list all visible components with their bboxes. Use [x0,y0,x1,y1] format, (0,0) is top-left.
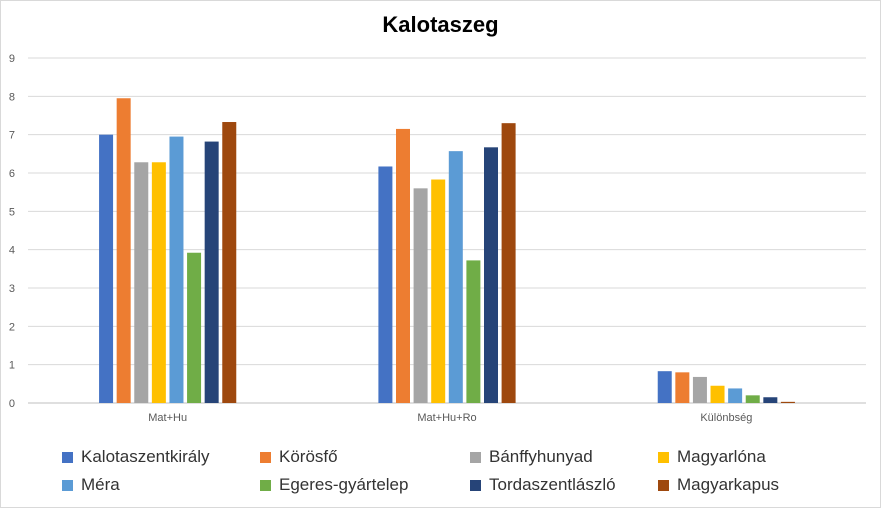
legend-item: Méra [62,474,260,496]
y-tick-label: 8 [9,91,15,103]
legend-swatch [260,479,271,491]
legend-label: Egeres-gyártelep [279,475,409,494]
legend-item: Tordaszentlászló [470,474,658,496]
y-tick-label: 6 [9,168,15,180]
bar [484,147,498,403]
bar [780,401,795,403]
legend: Kalotaszentkirály Körösfő Bánffyhunyad Magy… [62,446,862,496]
legend-label: Magyarkapus [677,475,780,494]
bar [763,397,778,403]
bar [99,134,114,403]
bar [134,162,149,403]
legend-swatch [658,479,669,491]
bar [431,179,446,403]
x-tick-label: Mat+Hu+Ro [417,412,476,424]
x-tick-label: Különbség [700,412,752,424]
bar [151,162,166,403]
bar [692,376,707,403]
legend-item: Magyarkapus [658,474,858,496]
y-tick-label: 2 [9,321,15,333]
legend-item: Magyarlóna [658,446,858,468]
y-tick-label: 5 [9,206,15,218]
bar [657,371,672,403]
bar [675,372,690,403]
legend-swatch [470,479,481,491]
legend-swatch [260,451,271,463]
bar [187,252,202,403]
bar [169,136,184,404]
legend-label: Tordaszentlászló [489,475,616,494]
y-tick-label: 1 [9,360,15,372]
bar [396,128,410,403]
bar [116,98,131,403]
y-tick-label: 4 [9,245,15,257]
legend-item: Kalotaszentkirály [62,446,260,468]
bar [728,388,743,403]
legend-item: Egeres-gyártelep [260,474,470,496]
legend-item: Bánffyhunyad [470,446,658,468]
bar [448,151,463,403]
y-tick-label: 9 [9,53,15,65]
legend-label: Kalotaszentkirály [81,447,210,466]
legend-swatch [470,451,481,463]
y-tick-label: 3 [9,283,15,295]
legend-label: Méra [81,475,120,494]
bar [501,123,516,404]
bar [710,385,725,403]
bar [378,166,393,403]
legend-swatch [62,479,73,491]
legend-label: Körösfő [279,447,338,466]
chart-title: Kalotaszeg [382,12,499,37]
legend-label: Magyarlóna [677,447,766,466]
legend-swatch [658,451,669,463]
bar [745,395,760,403]
bar [466,260,481,403]
y-tick-label: 0 [9,398,15,410]
bar [222,122,237,404]
x-tick-label: Mat+Hu [148,412,187,424]
bar [204,141,219,404]
legend-item: Körösfő [260,446,470,468]
bar [413,188,428,403]
y-tick-label: 7 [9,130,15,142]
legend-label: Bánffyhunyad [489,447,593,466]
legend-swatch [62,451,73,463]
